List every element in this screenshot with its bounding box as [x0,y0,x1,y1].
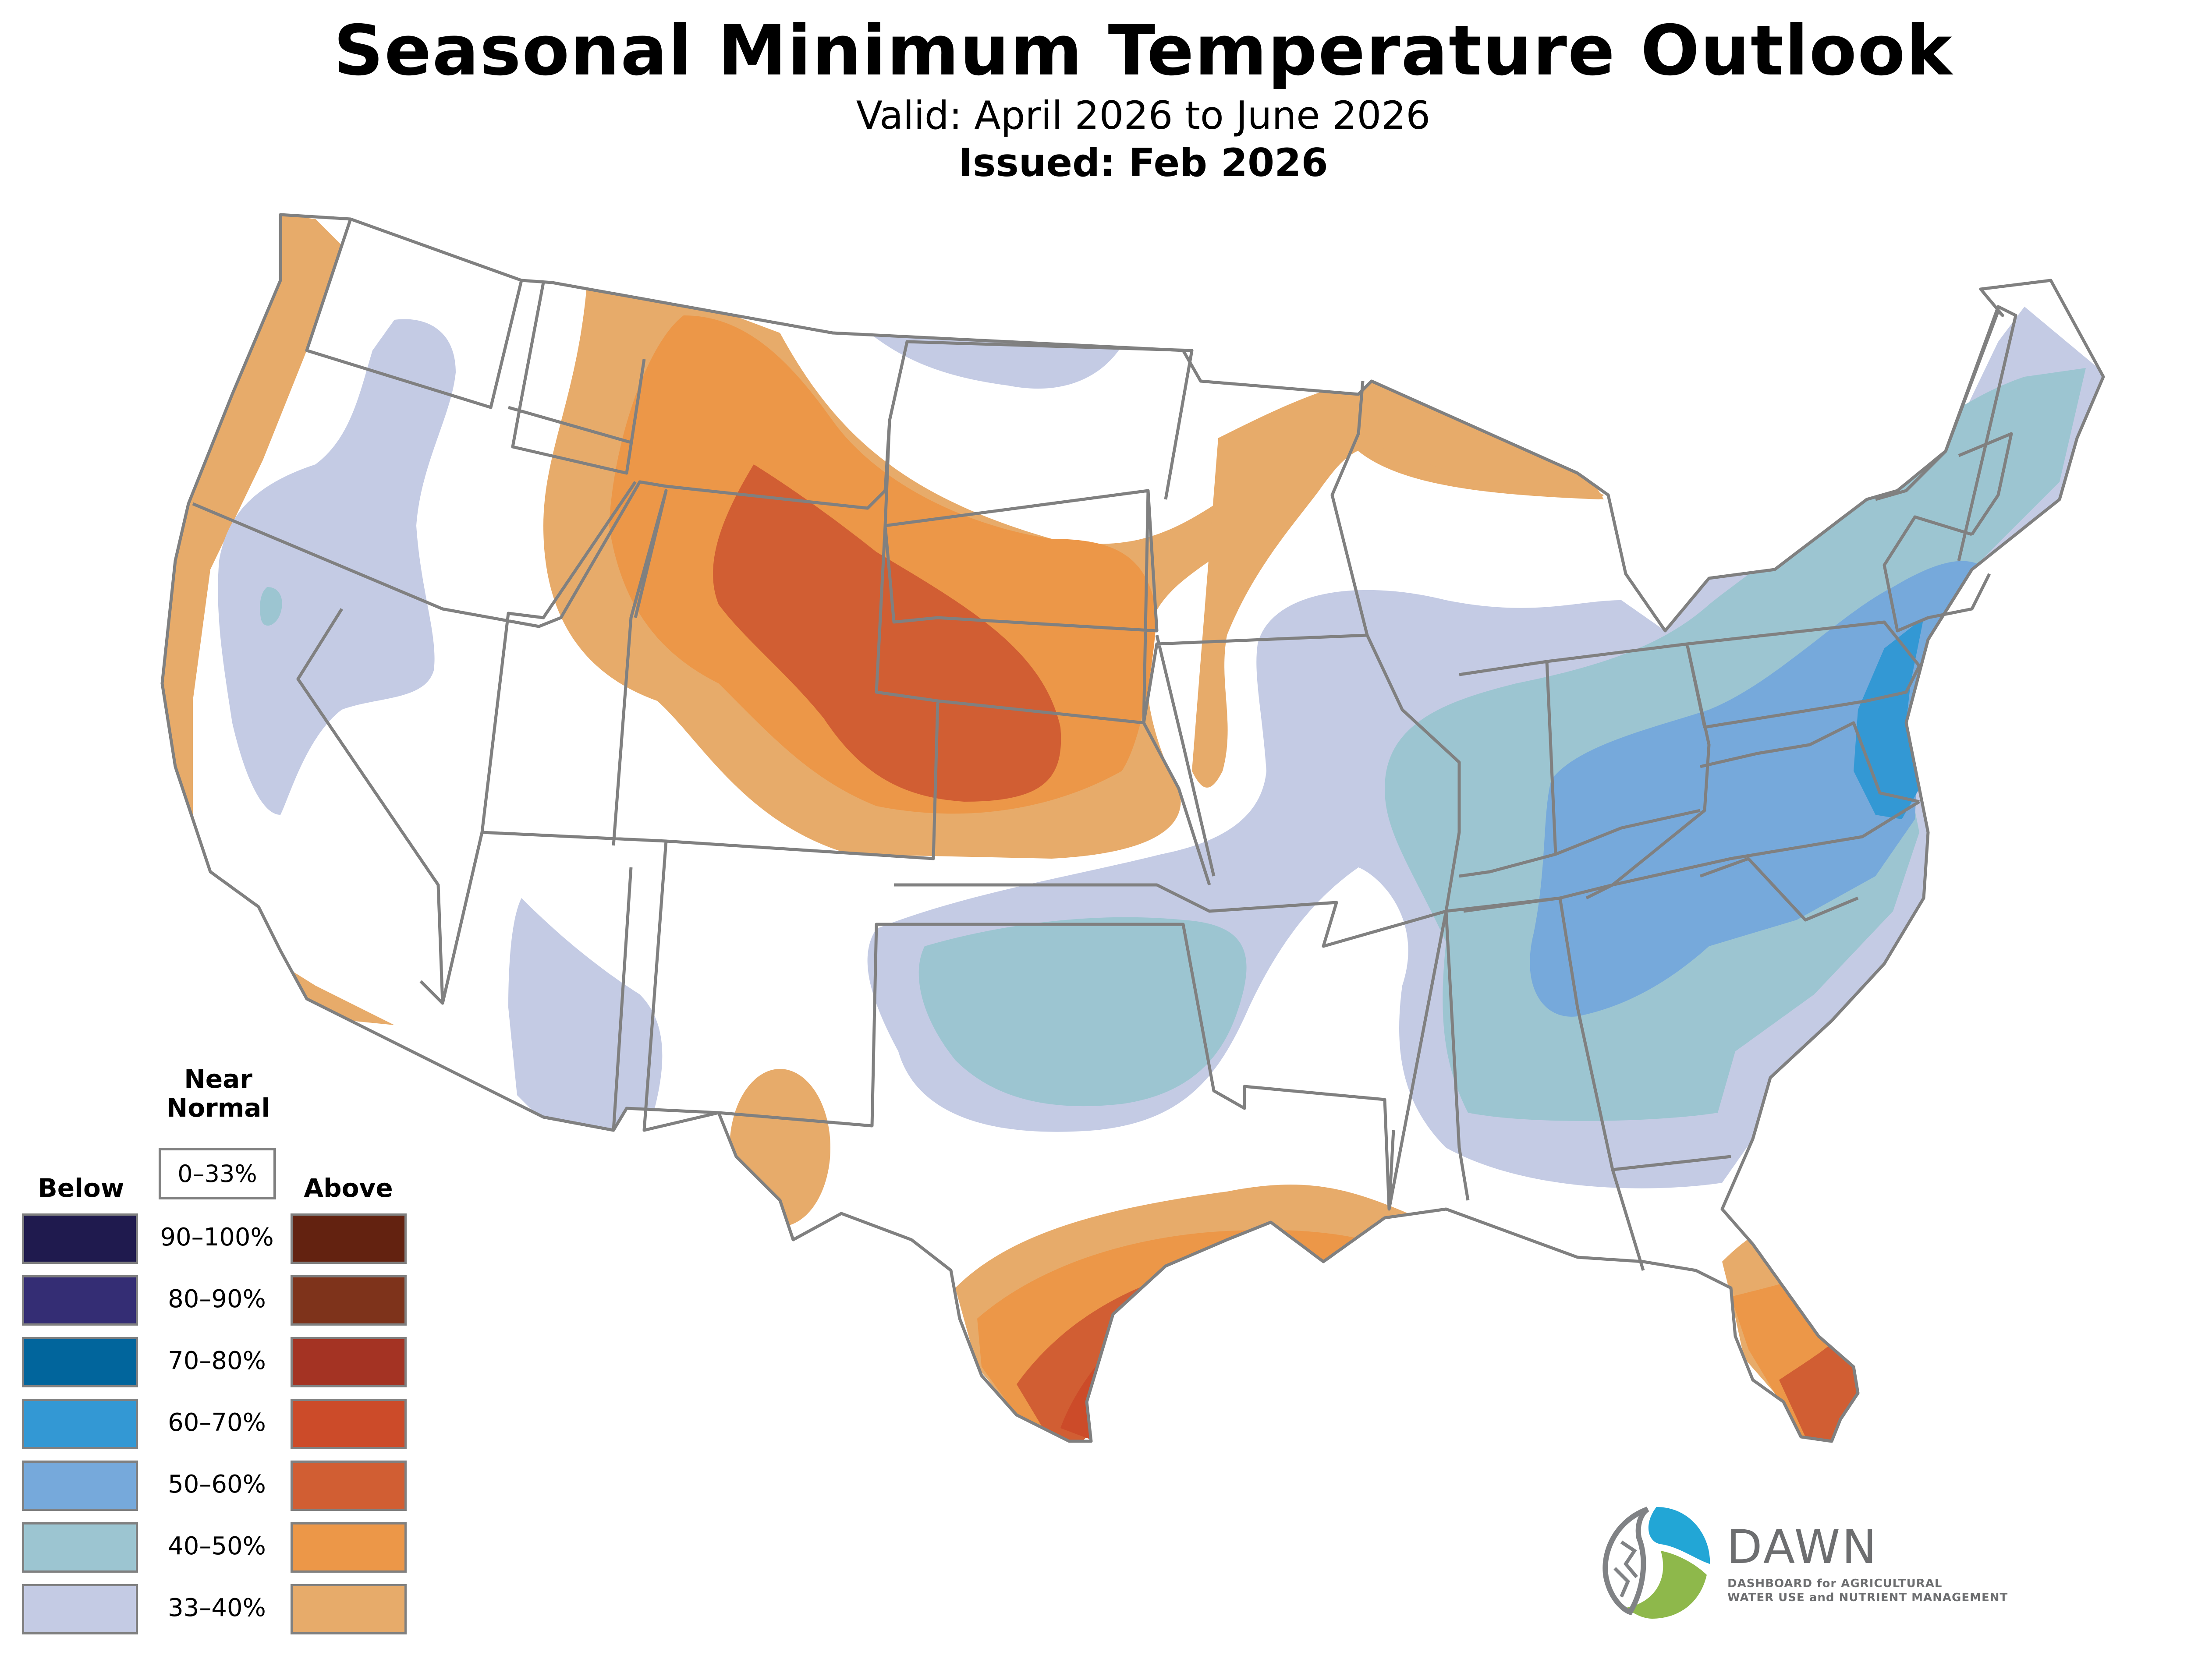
legend-range-label: 90–100% [160,1223,274,1252]
dawn-logo: DAWN DASHBOARD for AGRICULTURAL WATER US… [1595,1494,2033,1625]
below-33-north-dakota [859,324,1122,389]
legend-above-swatch [291,1337,407,1387]
legend-below-swatch [22,1399,138,1449]
legend-below-swatch [22,1337,138,1387]
legend-range-label: 60–70% [168,1408,266,1437]
legend-above-swatch [291,1399,407,1449]
legend-range-label: 50–60% [168,1470,266,1499]
state-lines [192,218,2017,1271]
legend-near-normal-box: 0–33% [159,1148,276,1199]
legend-above-swatch [291,1584,407,1634]
legend-above-swatch [291,1522,407,1573]
map-title: Seasonal Minimum Temperature Outlook [333,11,1953,91]
legend-near-normal-title: Near Normal [157,1065,280,1122]
valid-period: Valid: April 2026 to June 2026 [856,93,1431,138]
issued-date: Issued: Feb 2026 [958,140,1328,185]
below-40-southern-plains [918,917,1247,1107]
dawn-logo-line1: DASHBOARD for AGRICULTURAL [1727,1577,1943,1590]
legend-below-swatch [22,1461,138,1511]
legend-range-label: 40–50% [168,1532,266,1560]
legend-above-swatch [291,1461,407,1511]
dawn-logo-icon [1602,1507,1710,1619]
legend-above-title: Above [304,1173,393,1203]
legend-range-label: 33–40% [168,1594,266,1622]
below-50-east [1530,561,1981,1017]
below-40-great-basin [260,587,282,626]
legend-above-swatch [291,1275,407,1326]
above-50-florida [1779,1332,1858,1441]
below-33-arizona [508,898,663,1148]
above-50-northern-plains [713,464,1061,802]
legend-below-title: Below [38,1173,124,1203]
legend-below-swatch [22,1213,138,1264]
dawn-logo-word: DAWN [1727,1520,1879,1574]
legend-range-label: 70–80% [168,1347,266,1375]
above-33-great-lakes [1192,368,1604,788]
legend-below-swatch [22,1584,138,1634]
legend-range-label: 80–90% [168,1285,266,1313]
below-33-great-basin [218,319,456,815]
legend-near-normal-line2: Normal [166,1093,270,1123]
legend-above-swatch [291,1213,407,1264]
dawn-logo-line2: WATER USE and NUTRIENT MANAGEMENT [1727,1591,2008,1604]
legend-near-normal-line1: Near [184,1064,252,1094]
state-borders [162,215,2103,1441]
legend-below-swatch [22,1275,138,1326]
legend-below-swatch [22,1522,138,1573]
